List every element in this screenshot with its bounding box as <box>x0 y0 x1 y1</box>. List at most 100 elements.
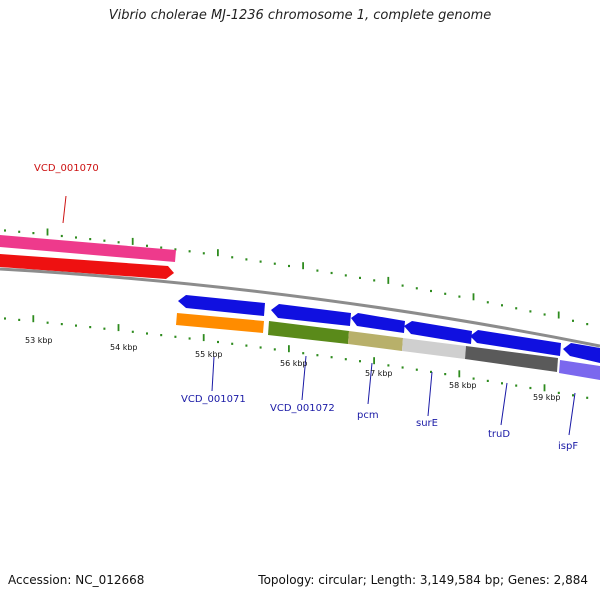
minor-tick <box>486 379 489 382</box>
minor-tick <box>174 248 177 251</box>
minor-tick <box>60 234 63 238</box>
minor-tick <box>415 287 418 290</box>
minor-tick <box>188 337 191 340</box>
scale-label-59: 59 kbp <box>533 393 561 402</box>
minor-tick <box>174 335 177 338</box>
major-tick <box>458 370 461 378</box>
minor-tick <box>444 292 447 295</box>
scale-label-55: 55 kbp <box>195 350 223 359</box>
feature-darkgray-box[interactable] <box>465 346 558 372</box>
gene-labels: VCD_001070 VCD_001071 VCD_001072 pcm sur… <box>34 163 578 452</box>
minor-tick <box>46 321 49 324</box>
feature-ispf-arrow[interactable] <box>563 343 600 363</box>
gene-label-trud[interactable]: truD <box>488 429 510 440</box>
minor-tick <box>486 301 489 304</box>
topology-value: circular <box>318 573 363 587</box>
minor-tick <box>18 230 21 233</box>
minor-tick <box>160 334 163 337</box>
feature-vcd-001072-arrow[interactable] <box>271 304 351 326</box>
minor-tick <box>4 229 6 232</box>
minor-tick <box>415 368 418 371</box>
major-tick <box>32 315 35 323</box>
scale-label-57: 57 kbp <box>365 369 393 378</box>
gene-label-ispf[interactable]: ispF <box>558 441 578 452</box>
minor-tick <box>89 238 92 241</box>
upper-tick-track <box>4 228 589 326</box>
minor-tick <box>330 356 333 359</box>
genes-value: 2,884 <box>553 573 588 587</box>
scale-label-56: 56 kbp <box>280 359 308 368</box>
minor-tick <box>217 340 219 344</box>
minor-tick <box>501 304 503 307</box>
minor-tick <box>543 313 546 316</box>
minor-tick <box>359 360 361 363</box>
minor-tick <box>146 244 148 247</box>
minor-tick <box>288 264 290 268</box>
feature-olive-box[interactable] <box>268 321 349 344</box>
minor-tick <box>501 382 503 385</box>
minor-tick <box>430 289 432 293</box>
map-title: Vibrio cholerae MJ-1236 chromosome 1, co… <box>108 8 492 23</box>
gene-label-vcd-001071[interactable]: VCD_001071 <box>181 394 246 405</box>
feature-pink-gene[interactable] <box>0 235 176 262</box>
minor-tick <box>458 295 461 298</box>
accession-label: Accession: <box>8 573 72 587</box>
gene-label-vcd-001070[interactable]: VCD_001070 <box>34 163 99 174</box>
minor-tick <box>515 307 518 310</box>
minor-tick <box>572 319 574 322</box>
feature-sure-arrow[interactable] <box>404 321 472 344</box>
minor-tick <box>245 258 248 261</box>
minor-tick <box>4 317 6 320</box>
major-tick <box>472 293 475 301</box>
feature-red-gene[interactable] <box>0 254 174 279</box>
major-tick <box>117 324 120 332</box>
major-tick <box>202 334 205 342</box>
major-tick <box>46 228 49 236</box>
minor-tick <box>259 260 262 263</box>
major-tick <box>543 384 546 392</box>
minor-tick <box>160 246 163 249</box>
feature-pcm-arrow[interactable] <box>351 313 405 333</box>
gene-label-pcm[interactable]: pcm <box>357 410 379 421</box>
minor-tick <box>430 370 432 373</box>
genes-label: Genes: <box>507 573 550 587</box>
minor-tick <box>231 256 234 259</box>
minor-tick <box>515 384 518 387</box>
minor-tick <box>259 346 262 349</box>
label-leaders <box>62 195 576 436</box>
scale-label-58: 58 kbp <box>449 381 477 390</box>
minor-tick <box>273 348 276 351</box>
minor-tick <box>444 373 447 376</box>
minor-tick <box>401 366 404 369</box>
minor-tick <box>75 236 77 239</box>
minor-tick <box>359 276 361 279</box>
feature-lightgray-box[interactable] <box>402 338 466 359</box>
feature-violet-box[interactable] <box>559 360 600 380</box>
major-tick <box>217 249 219 257</box>
gene-label-sure[interactable]: surE <box>416 418 438 429</box>
minor-tick <box>472 377 475 380</box>
genome-stats: Topology: circular; Length: 3,149,584 bp… <box>258 573 588 587</box>
major-tick <box>387 276 390 284</box>
minor-tick <box>344 358 347 361</box>
minor-tick <box>89 326 92 329</box>
gene-label-vcd-001072[interactable]: VCD_001072 <box>270 403 335 414</box>
gene-track <box>0 235 600 380</box>
major-tick <box>288 345 290 353</box>
minor-tick <box>572 394 574 397</box>
minor-tick <box>117 241 120 244</box>
length-value: 3,149,584 bp <box>419 573 500 587</box>
accession-info: Accession: NC_012668 <box>8 573 144 587</box>
minor-tick <box>103 239 106 242</box>
feature-vcd-001071[interactable] <box>178 295 265 316</box>
minor-tick <box>245 344 248 347</box>
major-tick <box>557 311 560 319</box>
minor-tick <box>131 330 134 333</box>
minor-tick <box>273 262 276 265</box>
feature-orange-box[interactable] <box>176 313 264 333</box>
feature-khaki-box[interactable] <box>348 331 403 351</box>
minor-tick <box>373 279 376 282</box>
minor-tick <box>231 342 234 345</box>
feature-trud-arrow[interactable] <box>470 330 561 356</box>
